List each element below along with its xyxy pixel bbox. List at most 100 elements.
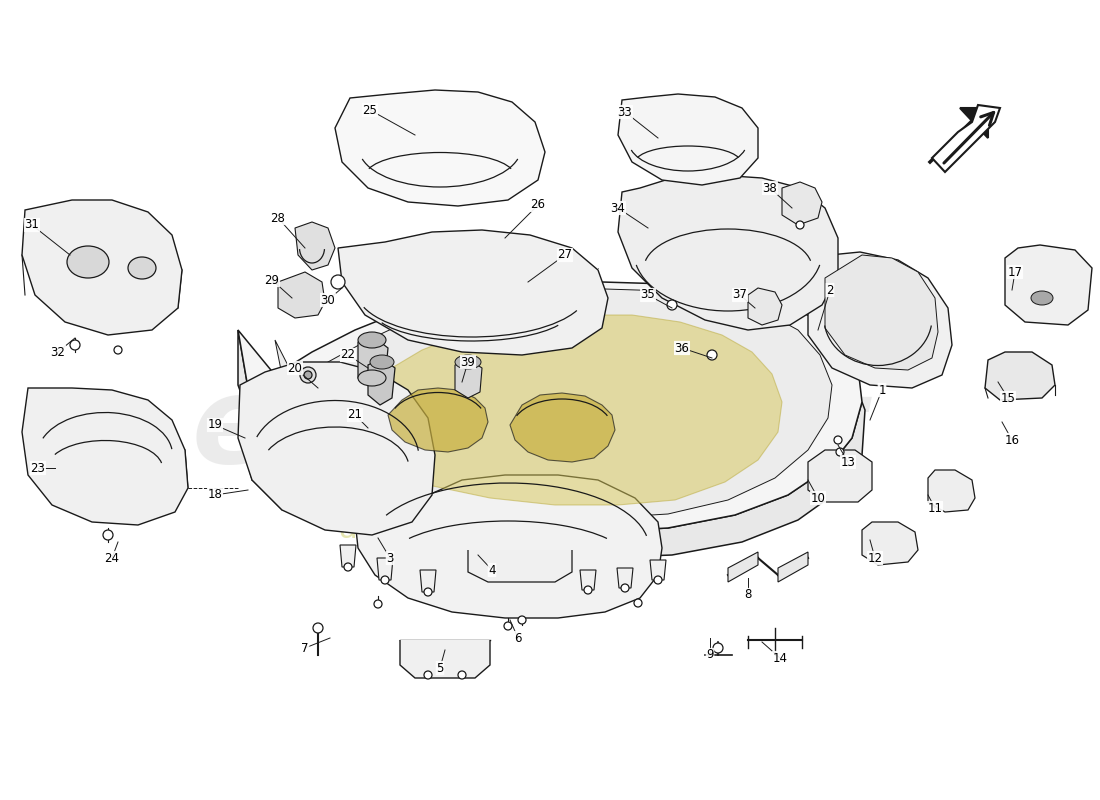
Text: 29: 29 [264,274,279,286]
Polygon shape [808,450,872,502]
Text: 2: 2 [826,283,834,297]
Text: 36: 36 [674,342,690,354]
Circle shape [621,584,629,592]
Text: 37: 37 [733,289,747,302]
Circle shape [836,448,844,456]
Polygon shape [355,475,662,618]
Text: 13: 13 [840,455,856,469]
Circle shape [70,340,80,350]
Circle shape [331,275,345,289]
Text: 6: 6 [515,631,521,645]
Polygon shape [984,352,1055,400]
Text: 33: 33 [617,106,632,118]
Polygon shape [650,560,666,580]
Text: 25: 25 [363,103,377,117]
Text: 38: 38 [762,182,778,194]
Polygon shape [618,175,838,330]
Text: 39: 39 [461,355,475,369]
Circle shape [707,350,717,360]
Ellipse shape [358,370,386,386]
Circle shape [424,588,432,596]
Polygon shape [336,90,544,206]
Text: 12: 12 [868,551,882,565]
Polygon shape [275,289,832,518]
Polygon shape [580,570,596,590]
Text: 3: 3 [386,551,394,565]
Circle shape [584,586,592,594]
Text: 24: 24 [104,551,120,565]
Polygon shape [295,222,336,270]
Text: 8: 8 [745,589,751,602]
Text: 32: 32 [51,346,65,358]
Polygon shape [358,338,388,388]
Text: 10: 10 [811,491,825,505]
Text: 19: 19 [208,418,222,431]
Ellipse shape [1031,291,1053,305]
Polygon shape [960,108,988,138]
Text: 11: 11 [927,502,943,514]
Text: 4: 4 [488,563,496,577]
Circle shape [634,599,642,607]
Circle shape [458,671,466,679]
Ellipse shape [67,246,109,278]
Polygon shape [932,105,1000,172]
Text: 21: 21 [348,409,363,422]
Polygon shape [928,470,975,512]
Circle shape [344,563,352,571]
Text: 15: 15 [1001,391,1015,405]
Polygon shape [278,272,324,318]
Polygon shape [510,393,615,462]
Circle shape [103,530,113,540]
Polygon shape [808,252,952,388]
Polygon shape [338,230,608,355]
Polygon shape [377,558,393,580]
Circle shape [654,576,662,584]
Text: 14: 14 [772,651,788,665]
Text: 31: 31 [24,218,40,231]
Text: 28: 28 [271,211,285,225]
Circle shape [504,622,512,630]
Polygon shape [455,360,482,398]
Polygon shape [318,315,782,505]
Polygon shape [22,388,188,525]
Polygon shape [368,358,395,405]
Polygon shape [862,522,918,565]
Ellipse shape [455,355,481,369]
Text: 7: 7 [301,642,309,654]
Circle shape [304,371,312,379]
Text: 35: 35 [640,289,656,302]
Circle shape [114,346,122,354]
Polygon shape [388,388,488,452]
Text: 27: 27 [558,249,572,262]
Circle shape [518,616,526,624]
Text: 22: 22 [341,349,355,362]
Polygon shape [238,362,434,535]
Circle shape [796,221,804,229]
Ellipse shape [128,257,156,279]
Ellipse shape [358,332,386,348]
Polygon shape [400,640,490,678]
Text: 23: 23 [31,462,45,474]
Polygon shape [238,330,865,558]
Polygon shape [728,552,758,582]
Text: 30: 30 [320,294,336,306]
Circle shape [300,367,316,383]
Circle shape [381,576,389,584]
Polygon shape [782,182,822,225]
Polygon shape [825,255,938,370]
Text: 16: 16 [1004,434,1020,446]
Polygon shape [778,552,808,582]
Circle shape [834,436,842,444]
Polygon shape [238,282,862,532]
Polygon shape [22,200,182,335]
Text: 9: 9 [706,649,714,662]
Polygon shape [617,568,632,588]
Text: 20: 20 [287,362,303,374]
Text: 1: 1 [878,383,886,397]
Text: 18: 18 [208,489,222,502]
Text: 17: 17 [1008,266,1023,278]
Text: 5: 5 [437,662,443,674]
Polygon shape [340,545,356,567]
Polygon shape [748,288,782,325]
Text: 26: 26 [530,198,546,211]
